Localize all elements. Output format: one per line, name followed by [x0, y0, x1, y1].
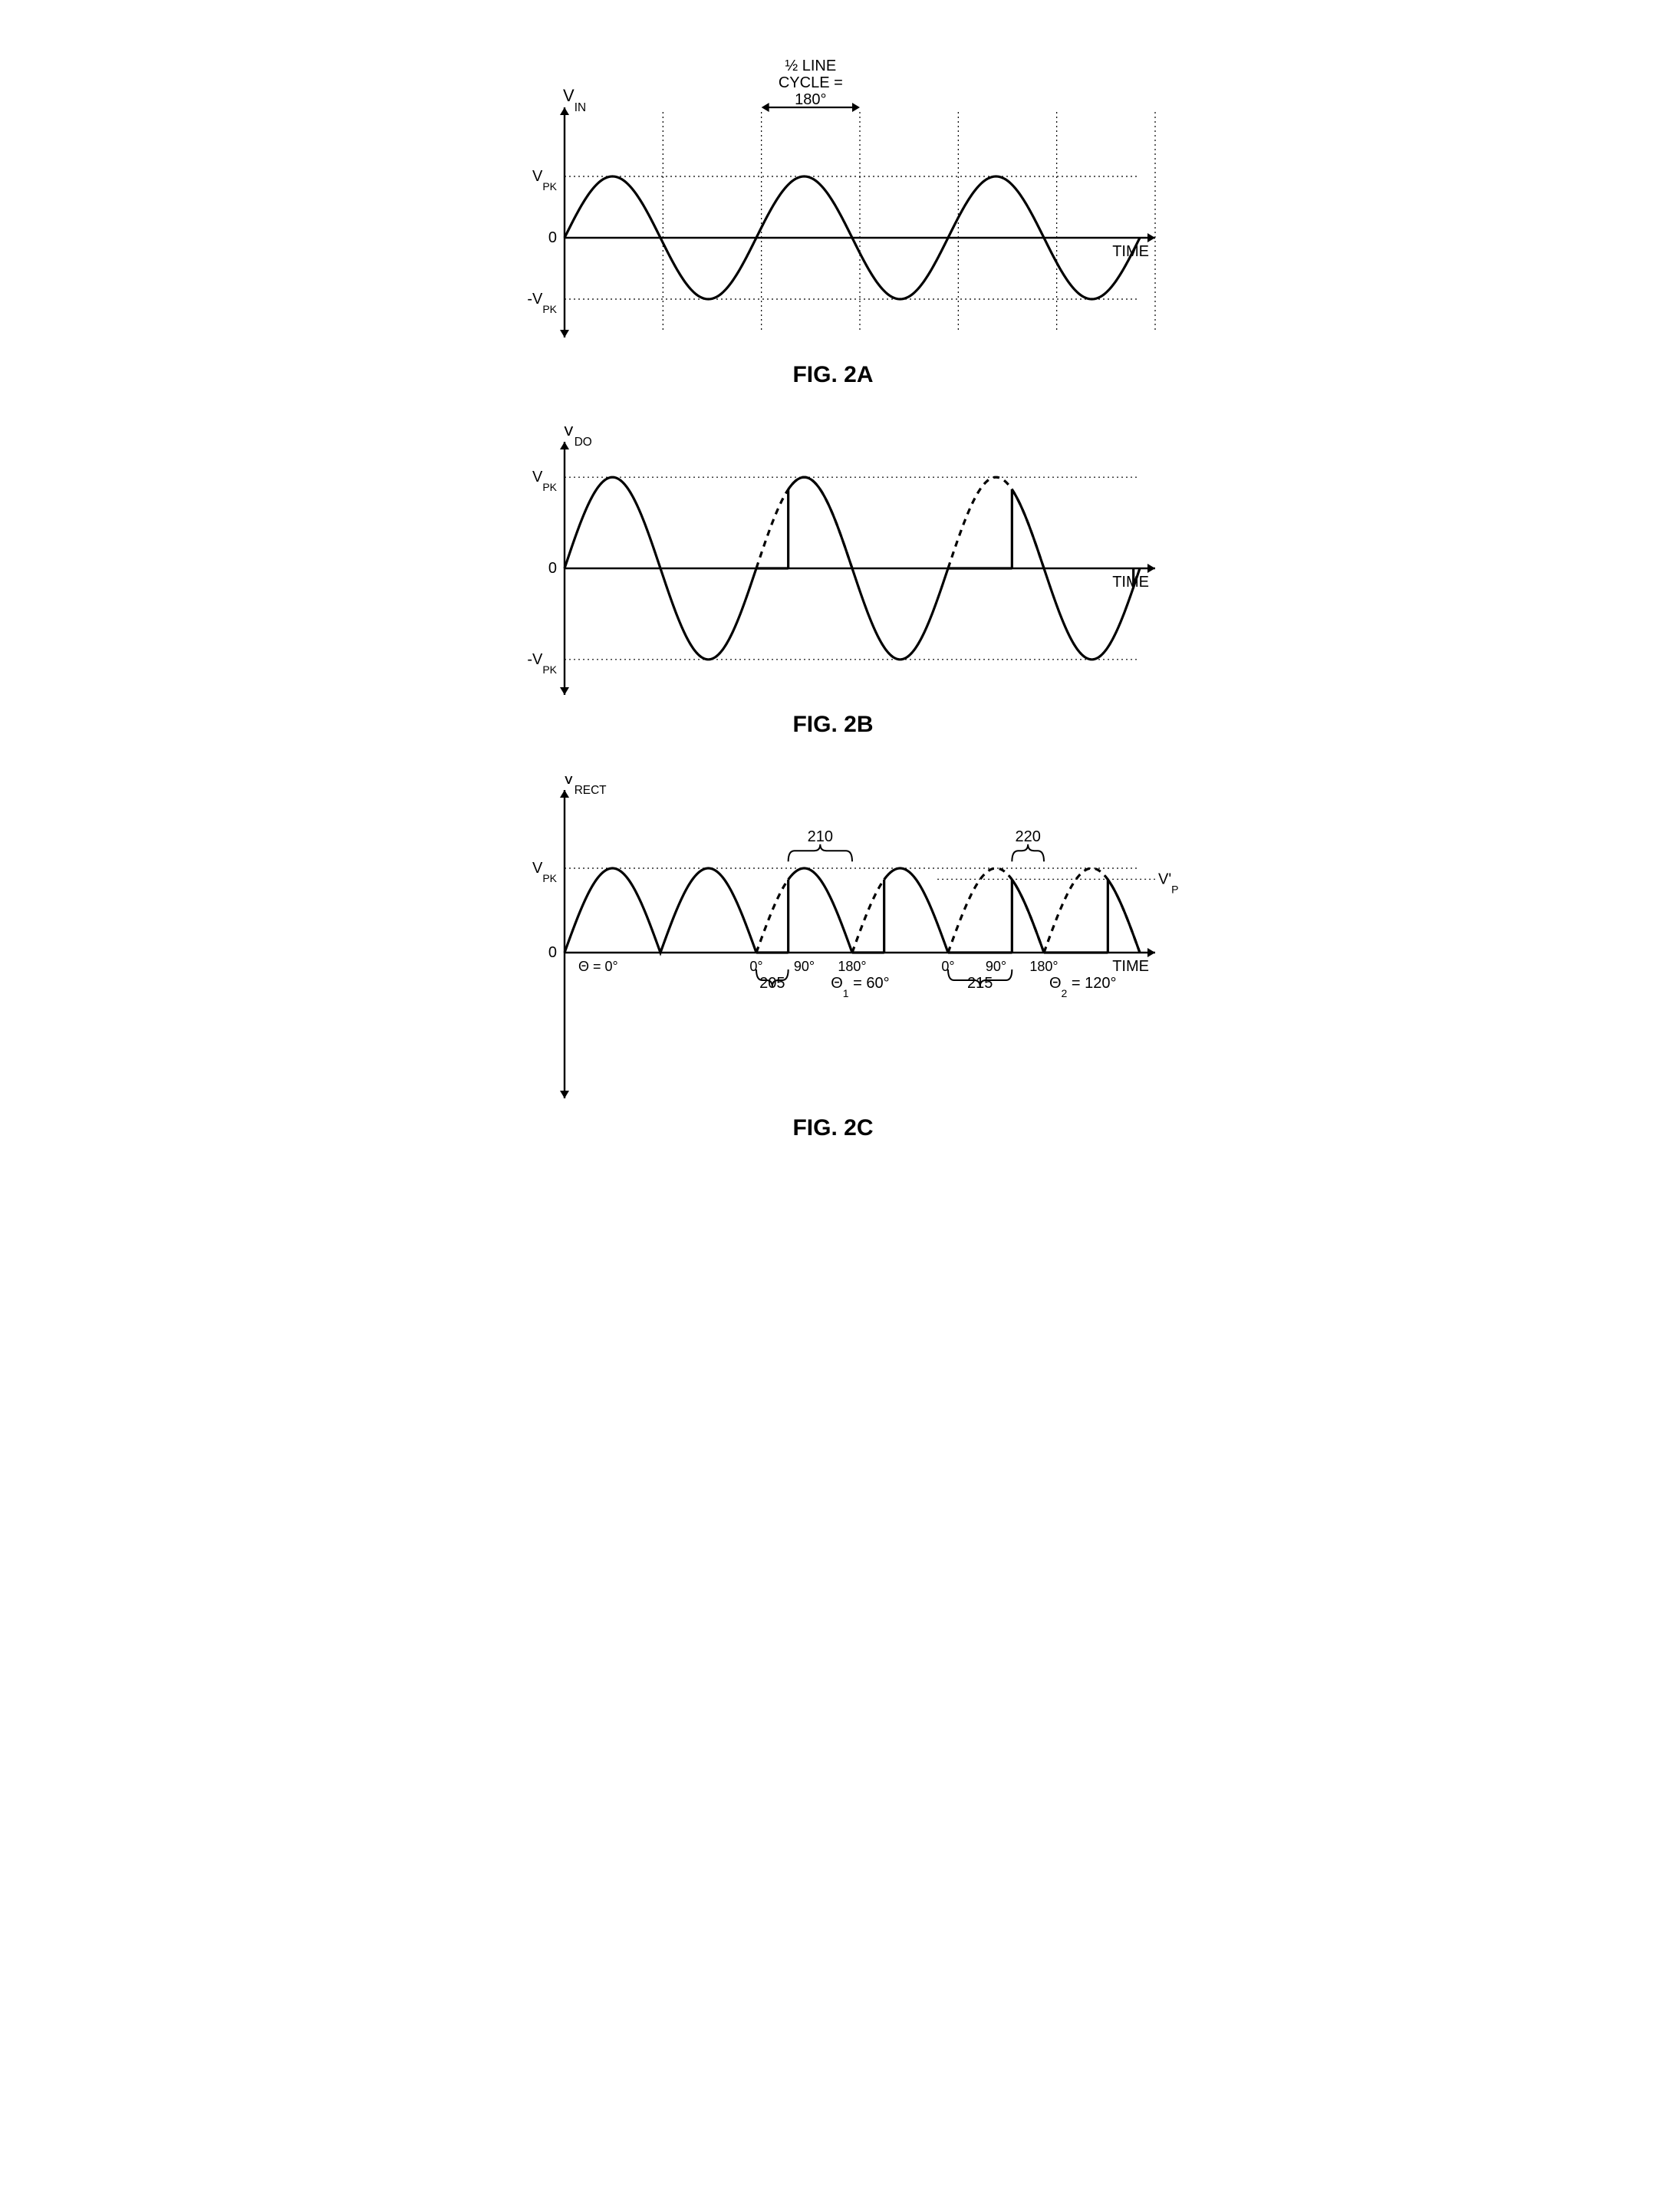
svg-text:215: 215 — [967, 975, 993, 992]
caption-2b: FIG. 2B — [488, 712, 1178, 738]
panel-2c: VRECTTIMEVPK0V'PKΘ = 0°0°90°180°0°90°180… — [488, 776, 1178, 1141]
svg-text:90°: 90° — [986, 959, 1006, 974]
svg-text:VDO: VDO — [563, 426, 592, 449]
svg-text:210: 210 — [808, 828, 833, 845]
svg-text:0: 0 — [548, 560, 557, 577]
panel-2b: VDO TIME VPK 0 -VPK FIG. 2B — [488, 426, 1178, 738]
svg-text:90°: 90° — [794, 959, 815, 974]
svg-text:180°: 180° — [838, 959, 866, 974]
svg-text:-VPK: -VPK — [527, 291, 557, 315]
svg-text:180°: 180° — [1029, 959, 1058, 974]
svg-text:0: 0 — [548, 229, 557, 246]
svg-text:Θ2 = 120°: Θ2 = 120° — [1049, 975, 1117, 999]
svg-text:Θ1 = 60°: Θ1 = 60° — [831, 975, 889, 999]
chart-2c: VRECTTIMEVPK0V'PKΘ = 0°0°90°180°0°90°180… — [488, 776, 1178, 1106]
svg-text:VRECT: VRECT — [563, 776, 607, 797]
svg-text:180°: 180° — [795, 91, 826, 108]
svg-text:V'PK: V'PK — [1158, 871, 1178, 895]
svg-text:205: 205 — [759, 975, 785, 992]
svg-text:VPK: VPK — [532, 860, 558, 884]
svg-text:Θ = 0°: Θ = 0° — [578, 959, 618, 974]
svg-text:-VPK: -VPK — [527, 651, 557, 676]
svg-text:0: 0 — [548, 944, 557, 961]
svg-text:TIME: TIME — [1112, 574, 1149, 591]
panel-2a: VINTIMEVPK0-VPK½ LINECYCLE =180° FIG. 2A — [488, 46, 1178, 388]
caption-2a: FIG. 2A — [488, 362, 1178, 388]
svg-text:VPK: VPK — [532, 168, 558, 193]
svg-text:VPK: VPK — [532, 469, 558, 493]
svg-text:½ LINE: ½ LINE — [785, 58, 836, 74]
caption-2c: FIG. 2C — [488, 1115, 1178, 1141]
chart-2b: VDO TIME VPK 0 -VPK — [488, 426, 1178, 703]
svg-text:220: 220 — [1015, 828, 1040, 845]
svg-text:TIME: TIME — [1112, 958, 1149, 975]
svg-text:VIN: VIN — [563, 86, 586, 114]
chart-2a: VINTIMEVPK0-VPK½ LINECYCLE =180° — [488, 46, 1178, 353]
svg-text:CYCLE =: CYCLE = — [779, 74, 843, 91]
